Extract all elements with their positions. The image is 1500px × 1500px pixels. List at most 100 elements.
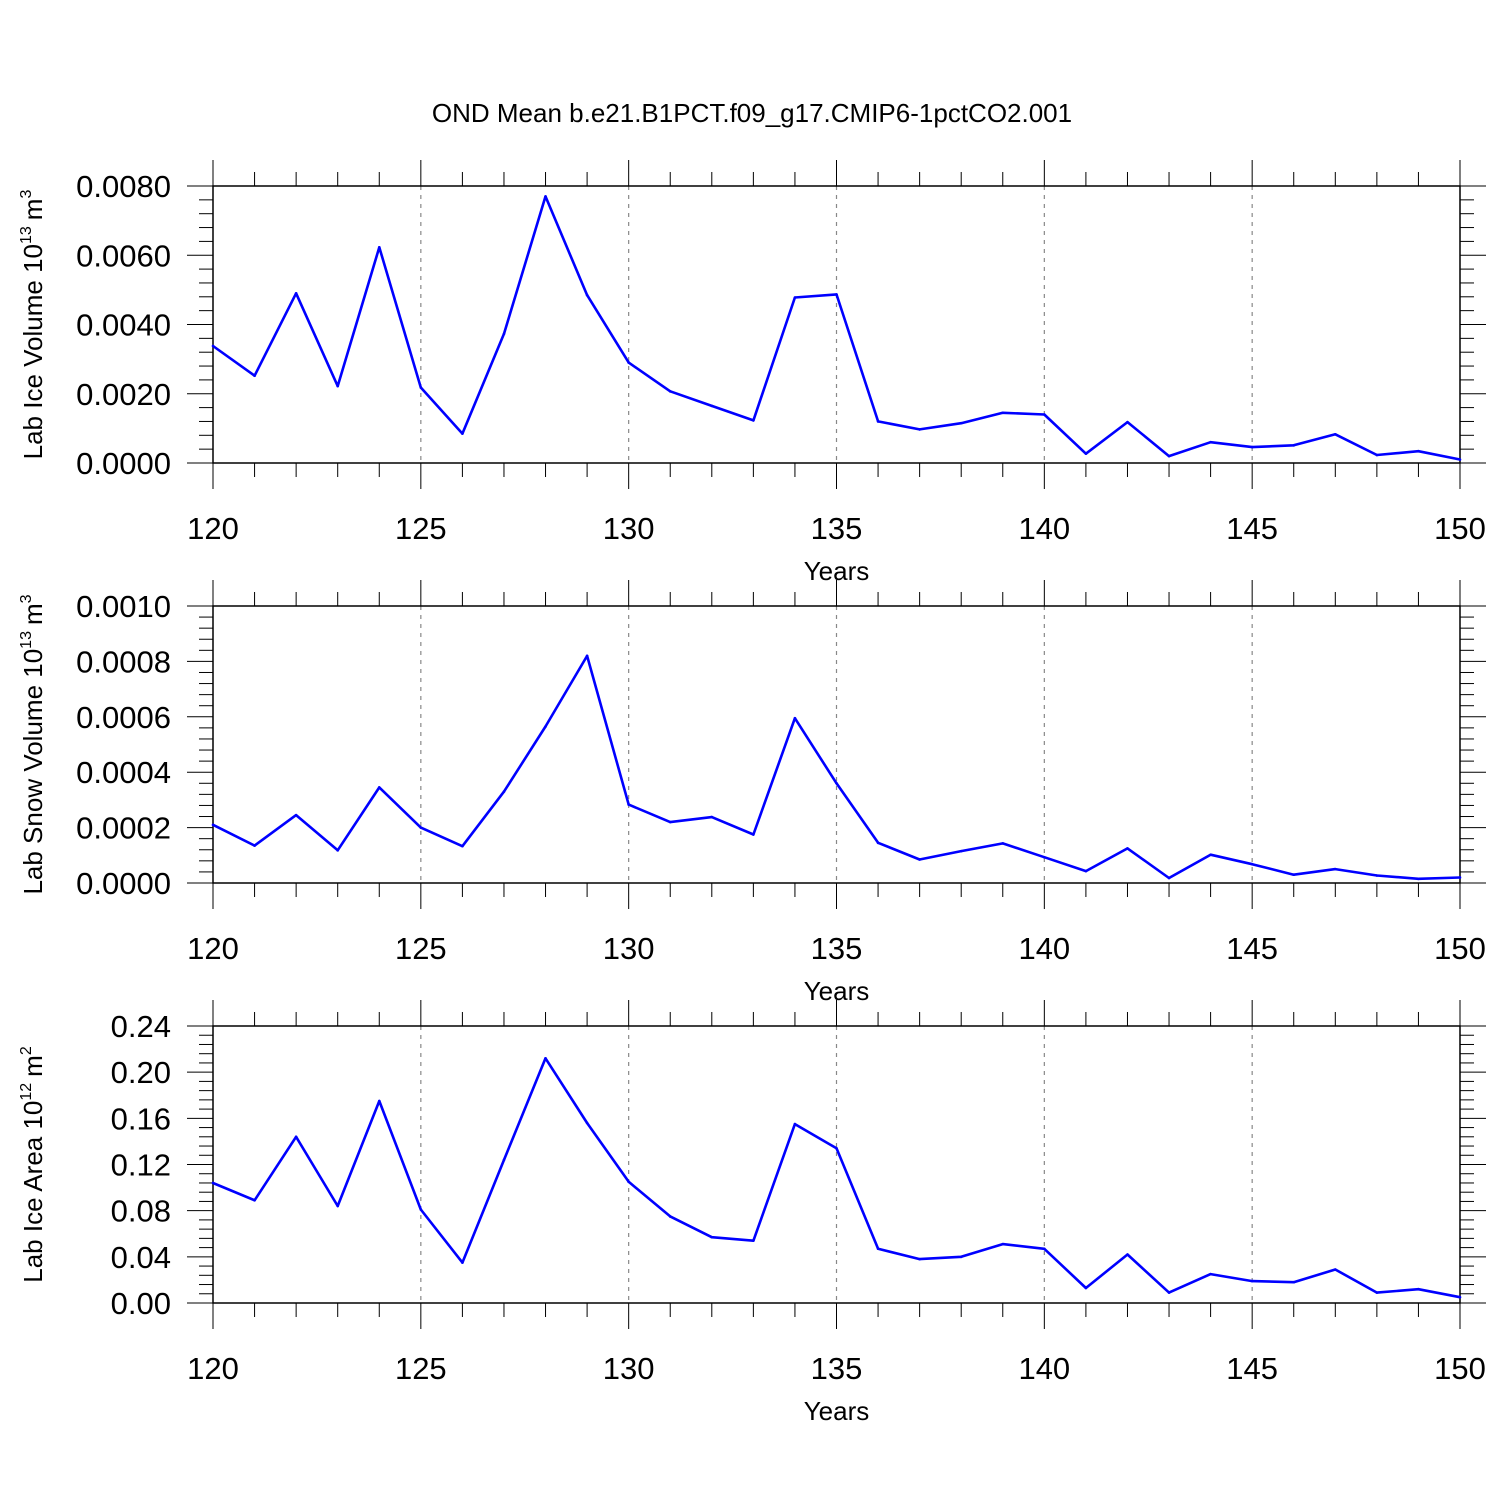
data-point: [294, 1135, 298, 1139]
data-point: [1209, 853, 1212, 857]
data-point: [1458, 458, 1462, 461]
data-point: [1043, 413, 1046, 416]
data-point: [253, 374, 256, 378]
data-point: [211, 1181, 215, 1185]
x-tick-label: 125: [395, 931, 447, 966]
data-point: [627, 361, 630, 364]
data-point: [377, 1099, 381, 1103]
data-point: [627, 1180, 630, 1184]
x-tick-label: 150: [1434, 1351, 1486, 1386]
data-point: [1375, 1291, 1379, 1294]
data-point: [1167, 1291, 1171, 1294]
data-point: [544, 725, 547, 728]
chart-panel-3: 120 125 130 135 140 145 150 0.00 0.04 0.08 0.12 0.1…: [18, 1000, 1486, 1426]
y-tick-label: 0.0060: [76, 238, 171, 273]
y-tick-label: 0.0000: [76, 446, 171, 481]
x-tick-label: 130: [603, 1351, 655, 1386]
data-point: [710, 815, 714, 819]
data-point: [585, 1121, 589, 1125]
data-point: [627, 803, 630, 806]
data-point: [336, 849, 340, 852]
y-tick-label: 0.04: [111, 1240, 171, 1275]
data-point: [1375, 453, 1379, 457]
data-point: [211, 823, 215, 827]
data-point: [253, 1198, 256, 1202]
x-tick-label: 130: [603, 931, 655, 966]
data-point: [918, 428, 921, 431]
data-point: [419, 1208, 423, 1211]
y-tick-label: 0.0080: [76, 169, 171, 204]
data-point: [1375, 874, 1379, 877]
data-point: [1209, 440, 1212, 444]
data-point: [1458, 876, 1462, 879]
data-point: [461, 844, 464, 848]
x-tick-label: 150: [1434, 931, 1486, 966]
data-point: [377, 786, 381, 789]
data-point: [336, 1204, 340, 1208]
data-point: [502, 332, 506, 336]
y-axis-label: Lab Snow Volume 1013m3: [18, 594, 48, 894]
data-point: [959, 849, 963, 853]
data-point: [835, 781, 838, 785]
data-point: [959, 421, 963, 425]
data-point: [544, 1057, 547, 1060]
data-point: [1417, 449, 1420, 453]
data-point: [1250, 1279, 1254, 1283]
data-point: [294, 292, 298, 295]
data-point: [1126, 420, 1129, 424]
data-point: [1292, 1280, 1296, 1284]
data-point: [377, 245, 381, 249]
data-point: [1417, 1287, 1420, 1291]
data-point: [419, 826, 423, 829]
data-point: [1084, 1286, 1088, 1290]
data-point: [502, 790, 506, 793]
data-point: [585, 293, 589, 297]
data-point: [253, 844, 256, 847]
chart-panel-1: 120 125 130 135 140 145 150 0.0000 0.0020 0.0040 0…: [18, 160, 1486, 586]
data-point: [1126, 1253, 1129, 1256]
data-point: [502, 1158, 506, 1162]
data-point: [1334, 867, 1337, 871]
data-point: [959, 1255, 963, 1259]
data-point: [294, 813, 298, 817]
x-tick-label: 130: [603, 511, 655, 546]
x-tick-label: 145: [1226, 931, 1278, 966]
data-point: [835, 293, 838, 296]
data-point: [1250, 862, 1254, 866]
y-tick-label: 0.0002: [76, 811, 171, 846]
chart-panel-2: 120 125 130 135 140 145 150 0.0000 0.0002 0.0004 0…: [18, 580, 1486, 1006]
x-tick-label: 125: [395, 511, 447, 546]
data-point: [835, 1147, 838, 1150]
x-axis-label: Years: [804, 1396, 870, 1426]
x-tick-label: 135: [811, 511, 863, 546]
chart-title: OND Mean b.e21.B1PCT.f09_g17.CMIP6-1pctC…: [432, 98, 1072, 128]
data-point: [793, 296, 797, 299]
x-tick-label: 145: [1226, 511, 1278, 546]
data-point: [211, 344, 215, 348]
data-point: [668, 1215, 672, 1218]
y-tick-label: 0.20: [111, 1055, 171, 1090]
y-axis-label: Lab Ice Volume 1013m3: [18, 190, 48, 460]
data-point: [710, 1235, 714, 1239]
data-point: [668, 820, 672, 824]
data-point: [752, 419, 755, 422]
x-tick-label: 120: [187, 1351, 239, 1386]
data-point: [1043, 855, 1046, 859]
y-tick-label: 0.16: [111, 1101, 171, 1136]
data-point: [710, 404, 714, 408]
data-point: [918, 858, 921, 861]
data-point: [1043, 1247, 1046, 1251]
data-point: [752, 1239, 755, 1242]
data-point: [1250, 445, 1254, 449]
data-point: [1167, 454, 1171, 458]
y-tick-label: 0.00: [111, 1286, 171, 1321]
data-point: [419, 386, 423, 389]
y-tick-label: 0.08: [111, 1194, 171, 1229]
data-point: [336, 384, 340, 388]
data-point: [1292, 444, 1296, 447]
y-tick-label: 0.0006: [76, 700, 171, 735]
data-point: [752, 833, 755, 836]
data-point: [1084, 869, 1088, 873]
x-tick-label: 135: [811, 931, 863, 966]
data-point: [1334, 432, 1337, 436]
